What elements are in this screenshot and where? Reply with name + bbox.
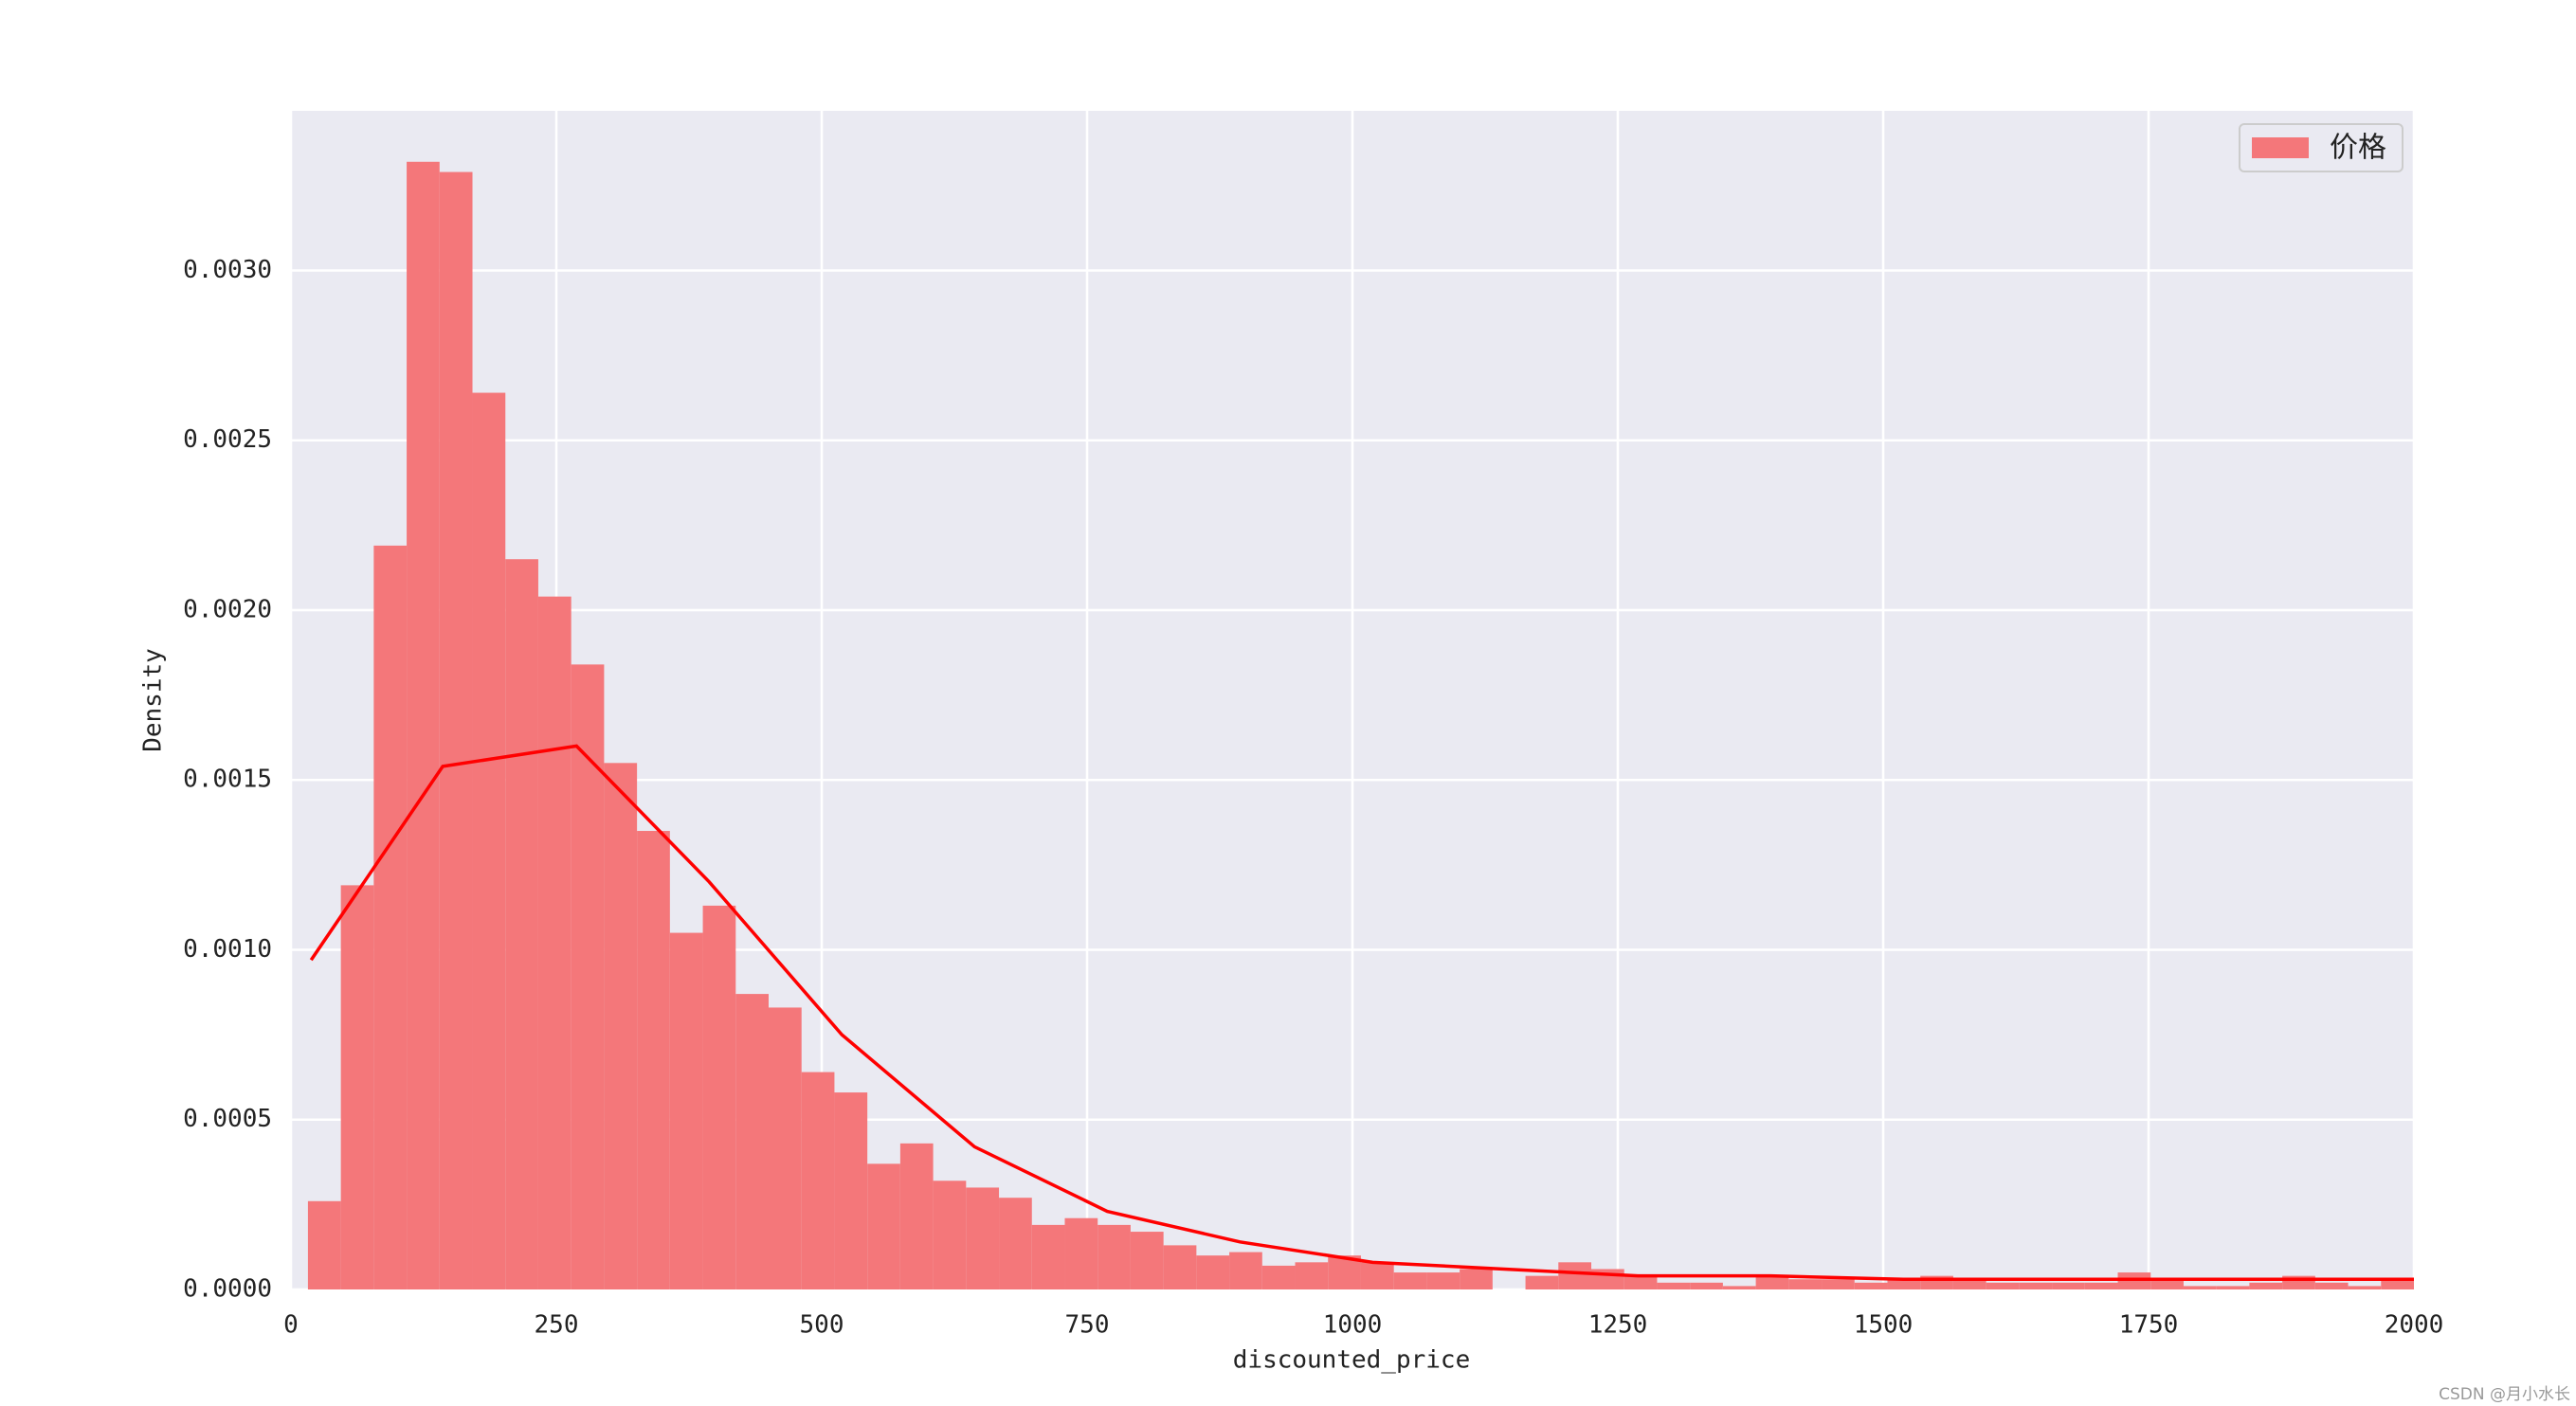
histogram-bar (439, 171, 473, 1289)
y-axis-label: Density (139, 648, 168, 752)
histogram-bar (373, 545, 408, 1289)
histogram-bar (867, 1163, 900, 1289)
x-tick-label: 0 (283, 1311, 299, 1340)
histogram-bar (2052, 1282, 2085, 1289)
histogram-bar (933, 1181, 967, 1289)
histogram-bar (966, 1187, 1000, 1289)
histogram-bar (2216, 1286, 2250, 1289)
watermark: CSDN @月小水长 (2439, 1385, 2570, 1404)
x-tick-label: 1000 (1323, 1311, 1383, 1340)
histogram-bar (340, 885, 374, 1289)
histogram-bar (2348, 1286, 2382, 1289)
histogram-bar (702, 905, 736, 1289)
histogram-bar (834, 1092, 868, 1289)
histogram-bar (1261, 1265, 1296, 1289)
histogram-bar (1163, 1245, 1197, 1289)
histogram-bar (1098, 1224, 1131, 1289)
histogram-bar (1393, 1272, 1427, 1289)
histogram-bar (2019, 1282, 2053, 1289)
histogram-bar (1525, 1275, 1559, 1289)
histogram-bar (1755, 1275, 1789, 1289)
histogram-bar (1031, 1224, 1065, 1289)
y-tick-label: 0.0005 (183, 1105, 272, 1133)
x-tick-label: 1750 (2119, 1311, 2179, 1340)
y-tick-label: 0.0015 (183, 766, 272, 794)
histogram-bar (1722, 1286, 1756, 1289)
histogram-bar (1952, 1279, 1986, 1289)
histogram-bar (735, 994, 769, 1289)
histogram-bar (1229, 1252, 1262, 1289)
histogram-bar (537, 596, 571, 1289)
x-tick-label: 1250 (1588, 1311, 1648, 1340)
x-tick-label: 250 (535, 1311, 579, 1340)
histogram-bar (769, 1007, 802, 1289)
histogram-bar (1426, 1272, 1460, 1289)
histogram-bar (1360, 1262, 1394, 1289)
histogram-bar (1295, 1262, 1329, 1289)
x-tick-label: 2000 (2385, 1311, 2444, 1340)
histogram-bar (2117, 1272, 2151, 1289)
histogram-bar (1064, 1217, 1098, 1289)
histogram-bar (1887, 1279, 1921, 1289)
legend-swatch (2252, 137, 2309, 158)
legend-box (2239, 123, 2404, 172)
y-tick-label: 0.0030 (183, 256, 272, 284)
histogram-bar (899, 1143, 934, 1289)
x-tick-label: 750 (1065, 1311, 1110, 1340)
histogram-bar (2150, 1279, 2184, 1289)
legend-label: 价格 (2330, 132, 2386, 165)
histogram-bar (1854, 1282, 1888, 1289)
histogram-bar (604, 763, 638, 1289)
kde-line (309, 744, 2414, 1281)
histogram-bar (801, 1072, 835, 1289)
histogram-bar (2183, 1286, 2217, 1289)
histogram-bar (1460, 1269, 1493, 1289)
y-tick-label: 0.0025 (183, 425, 272, 454)
y-tick-label: 0.0010 (183, 935, 272, 964)
histogram-bar (1690, 1282, 1723, 1289)
histogram-bar (505, 559, 538, 1289)
histogram-bar (999, 1198, 1032, 1289)
x-tick-label: 500 (800, 1311, 844, 1340)
y-tick-label: 0.0020 (183, 595, 272, 623)
histogram-bar (1822, 1279, 1855, 1289)
histogram-bar (637, 831, 670, 1289)
histogram-bar (1558, 1262, 1591, 1289)
histogram-bar (1657, 1282, 1691, 1289)
x-axis-label: discounted_price (1233, 1346, 1470, 1375)
histogram-bar (2381, 1279, 2414, 1289)
histogram-bar (2314, 1282, 2349, 1289)
histogram-bar (2084, 1282, 2118, 1289)
x-tick-label: 1500 (1854, 1311, 1914, 1340)
histogram-bar (407, 161, 440, 1289)
histogram-bar (1986, 1282, 2020, 1289)
histogram-bar (1130, 1232, 1164, 1289)
histogram-bar (1624, 1275, 1658, 1289)
histogram-bar (1196, 1255, 1230, 1289)
histogram-bar (307, 1200, 341, 1289)
histogram-bar (1788, 1279, 1823, 1289)
histogram-bar (2249, 1282, 2283, 1289)
y-tick-label: 0.0000 (183, 1275, 272, 1304)
histogram-bar (669, 932, 703, 1289)
legend: 价格 (2239, 123, 2404, 172)
histogram-bar (472, 392, 506, 1290)
